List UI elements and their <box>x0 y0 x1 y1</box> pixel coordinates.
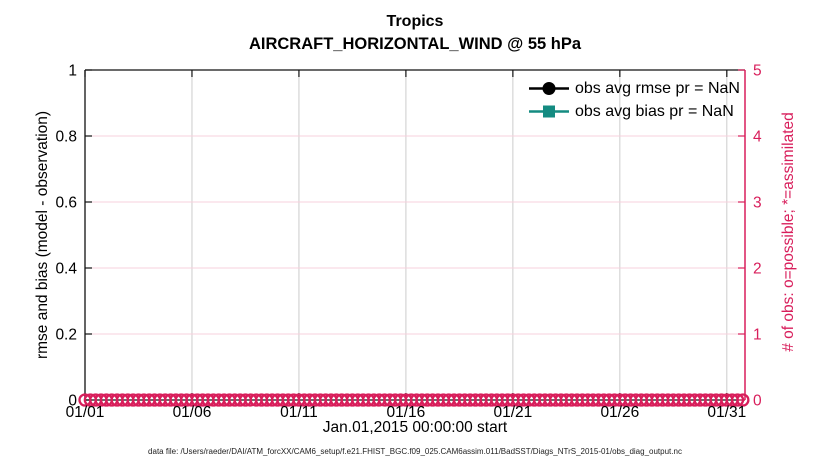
right-y-tick-label: 3 <box>753 195 762 212</box>
right-y-tick-label: 4 <box>753 129 762 146</box>
legend-label-bias: obs avg bias pr = NaN <box>575 102 734 120</box>
gridlines <box>85 70 745 400</box>
rmse-line-circle-marker-icon <box>529 82 569 95</box>
right-y-tick-label: 2 <box>753 261 762 278</box>
legend-entry-bias: obs avg bias pr = NaN <box>528 103 740 120</box>
x-tick-label: 01/21 <box>493 404 532 421</box>
legend-label-rmse: obs avg rmse pr = NaN <box>575 79 740 97</box>
left-y-tick-label: 0.4 <box>55 261 77 278</box>
plot-subtitle: AIRCRAFT_HORIZONTAL_WIND @ 55 hPa <box>248 35 582 53</box>
x-tick-label: 01/11 <box>280 404 318 421</box>
x-tick-label: 01/16 <box>387 404 426 421</box>
x-tick-label: 01/26 <box>600 404 639 421</box>
bias-line-square-marker-icon <box>529 105 569 118</box>
x-tick-label: 01/06 <box>173 404 212 421</box>
obs-count-marker-band <box>78 393 750 407</box>
left-y-tick-label: 0.2 <box>55 327 77 344</box>
left-y-axis-label: rmse and bias (model - observation) <box>34 110 51 360</box>
possible-obs-marker <box>736 393 750 407</box>
plot-title: Tropics <box>386 13 444 30</box>
tick-labels: 01/01 01/06 01/11 01/16 01/21 01/26 01/31 0 0.2 0… <box>55 63 762 422</box>
x-tick-label: 01/01 <box>66 404 105 421</box>
x-axis-label: Jan.01,2015 00:00:00 start <box>322 419 508 436</box>
right-y-axis-label: # of obs: o=possible; *=assimilated <box>780 112 797 352</box>
data-file-path: data file: /Users/raeder/DAI/ATM_forcXX/… <box>148 447 682 456</box>
legend: obs avg rmse pr = NaN obs avg bias pr = … <box>528 80 740 120</box>
left-y-tick-label: 1 <box>68 63 77 80</box>
right-y-tick-label: 0 <box>753 393 762 410</box>
x-tick-label: 01/31 <box>707 404 746 421</box>
left-y-tick-label: 0.6 <box>55 195 77 212</box>
possible-obs-marker <box>730 393 745 407</box>
right-y-tick-label: 5 <box>753 63 762 80</box>
plot-title-block: Tropics AIRCRAFT_HORIZONTAL_WIND @ 55 hP… <box>85 10 745 56</box>
left-y-tick-label: 0 <box>68 393 77 410</box>
left-y-tick-label: 0.8 <box>55 129 77 146</box>
legend-entry-rmse: obs avg rmse pr = NaN <box>528 80 740 97</box>
right-y-tick-label: 1 <box>753 327 762 344</box>
